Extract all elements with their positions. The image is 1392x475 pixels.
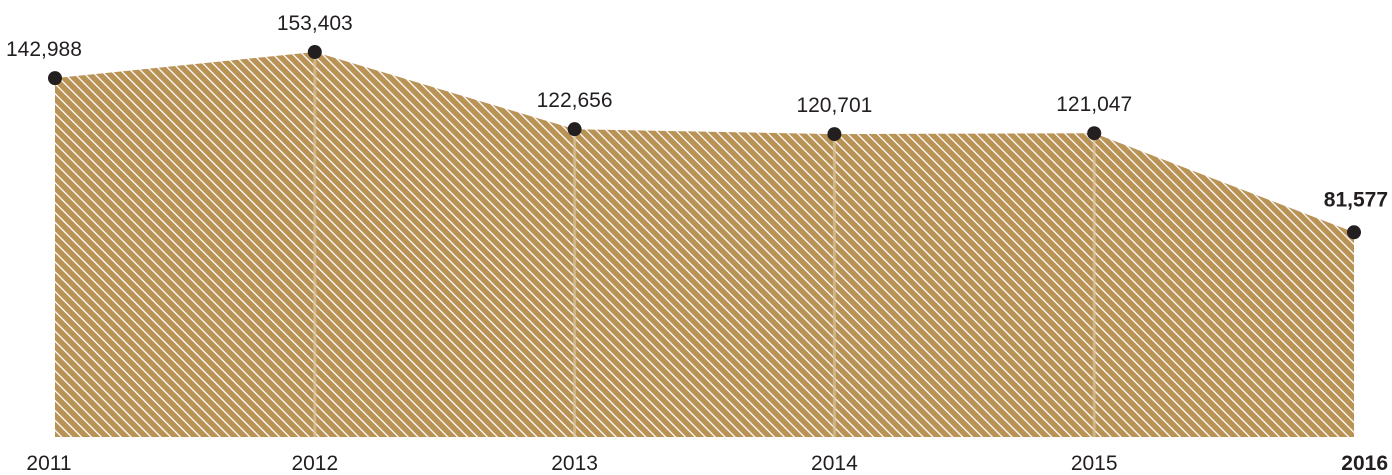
- data-point-2014: [827, 127, 842, 142]
- data-point-2013: [567, 122, 582, 137]
- x-tick-label-2014: 2014: [811, 452, 858, 475]
- x-axis: 2011 2012 2013 2014 2015 2016: [26, 452, 1388, 475]
- x-tick-label-2016: 2016: [1341, 452, 1388, 475]
- area-series: [55, 52, 1354, 437]
- data-point-2011: [48, 71, 62, 86]
- value-label-2013: 122,656: [537, 89, 613, 112]
- value-label-2012: 153,403: [277, 12, 353, 35]
- x-tick-label-2011: 2011: [26, 452, 71, 475]
- data-point-2012: [307, 45, 322, 59]
- value-label-2011: 142,988: [6, 38, 82, 61]
- label-layer: 142,988 153,403 122,656 120,701 121,047 81,57…: [6, 12, 1388, 211]
- x-tick-label-2013: 2013: [551, 452, 598, 475]
- x-tick-label-2015: 2015: [1071, 452, 1118, 475]
- data-point-2016: [1347, 225, 1361, 240]
- marker-layer: [48, 45, 1361, 240]
- divider-layer: [313, 52, 1096, 437]
- x-tick-label-2012: 2012: [291, 452, 338, 475]
- value-label-2016: 81,577: [1324, 188, 1388, 211]
- value-label-2014: 120,701: [796, 94, 872, 117]
- area-layer: [55, 52, 1354, 437]
- value-label-2015: 121,047: [1056, 93, 1132, 116]
- data-point-2015: [1087, 126, 1102, 141]
